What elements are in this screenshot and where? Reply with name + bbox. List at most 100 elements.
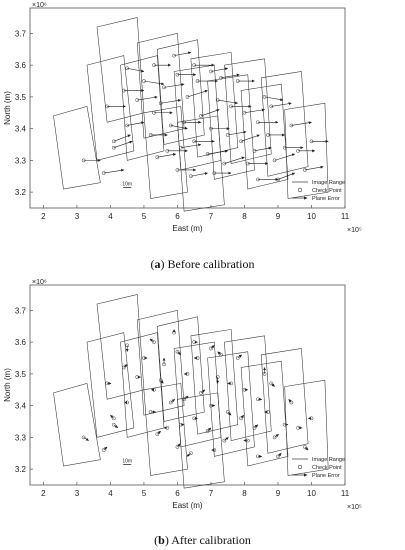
plane-error-vector: [163, 83, 185, 88]
image-range: [136, 33, 185, 139]
plane-error-vector: [160, 99, 182, 104]
plane-error-vector: [180, 143, 202, 148]
plane-error-vector: [183, 395, 189, 400]
image-range: [240, 83, 289, 190]
plane-error-vector: [174, 51, 192, 56]
x-tick-label: 2: [41, 212, 46, 221]
plane-error-vector: [207, 427, 212, 432]
x-tick-label: 4: [108, 212, 113, 221]
legend-label: Check Point: [312, 465, 342, 471]
check-point: [225, 410, 230, 414]
plane-error-vector: [224, 156, 245, 164]
check-point: [205, 429, 210, 433]
plane-error-vector: [113, 134, 131, 142]
image-range: [190, 329, 239, 435]
plane-error-vector: [264, 96, 284, 102]
image-range: [86, 332, 135, 438]
image-range: [136, 310, 185, 416]
check-point: [199, 114, 203, 118]
check-point: [222, 161, 227, 166]
legend-label: Plane Error: [312, 473, 340, 479]
plane-error-vector: [160, 380, 164, 384]
x-tick-label: 10: [307, 489, 316, 498]
caption-after-calibration: (b) After calibration: [154, 533, 251, 547]
check-point: [302, 445, 307, 449]
image-range: [53, 383, 101, 467]
plane-error-vector: [288, 399, 292, 403]
x-tick-label: 5: [142, 212, 147, 221]
caption-letter: a: [154, 257, 161, 271]
y-tick-label: 3.3: [15, 433, 27, 442]
check-point: [185, 95, 190, 99]
legend-label: Image Range: [312, 180, 345, 186]
plane-error-vector: [103, 446, 108, 451]
y-tick-label: 3.6: [15, 61, 27, 70]
image-range: [143, 383, 188, 476]
check-point: [111, 139, 116, 144]
image-range: [177, 392, 225, 489]
image-range: [86, 55, 135, 161]
check-point: [182, 397, 186, 402]
plane-error-vector: [177, 443, 181, 448]
image-range: [157, 316, 205, 422]
y-tick-label: 3.7: [15, 306, 27, 315]
plane-error-vector: [274, 153, 296, 161]
check-point: [276, 177, 280, 182]
y-tick-label: 3.4: [15, 125, 27, 134]
caption-letter: b: [158, 533, 165, 547]
plane-error-vector: [127, 68, 145, 73]
image-range: [177, 115, 225, 212]
caption-before-calibration: (a) Before calibration: [150, 257, 255, 271]
x-tick-label: 9: [276, 212, 281, 221]
image-range: [240, 360, 289, 467]
check-point: [168, 400, 173, 405]
x-tick-label: 4: [108, 489, 113, 498]
check-point: [175, 349, 180, 354]
check-point: [239, 139, 243, 144]
caption-text: After calibration: [168, 533, 251, 547]
plane-error-vector: [271, 383, 275, 387]
plane-error-vector: [157, 153, 177, 158]
x-tick-label: 8: [242, 489, 247, 498]
plane-error-vector: [200, 389, 206, 394]
plane-error-vector: [83, 437, 89, 441]
check-point: [222, 438, 227, 443]
caption-text: Before calibration: [164, 257, 255, 271]
image-range: [53, 106, 101, 190]
x-tick-label: 9: [276, 489, 281, 498]
image-range: [190, 52, 239, 158]
check-point: [269, 381, 274, 386]
x-tick-label: 7: [209, 212, 214, 221]
check-point: [272, 158, 277, 163]
plane-error-vector: [190, 172, 208, 177]
y-tick-label: 3.7: [15, 29, 27, 38]
panel-before-calibration: 2 3 4 5 6 7 8 9 10 11 3.2 3.3 3.4 3.5 3.6 3.7 East (m) No…: [3, 2, 362, 271]
image-range: [224, 58, 272, 164]
x-axis-label: East (m): [172, 224, 203, 233]
check-point: [252, 426, 257, 430]
plane-error-vector: [170, 399, 176, 403]
plane-error-vector: [186, 453, 192, 457]
check-point: [81, 435, 86, 440]
plane-error-vector: [220, 73, 240, 79]
image-range: [284, 379, 329, 476]
x-tick-label: 2: [41, 489, 46, 498]
plane-error-vector: [113, 140, 133, 148]
image-range: [260, 71, 309, 177]
x-tick-label: 11: [341, 212, 350, 221]
plane-error-vector: [224, 437, 229, 441]
y-tick-label: 3.2: [15, 188, 27, 197]
plane-error-vector: [304, 446, 309, 451]
x-tick-label: 3: [75, 212, 80, 221]
image-range: [284, 102, 329, 199]
plane-error-vector: [123, 364, 128, 368]
panel-after-calibration: 2 3 4 5 6 7 8 9 10 11 3.2 3.3 3.4 3.5 3.6 3.7 East (m) No…: [0, 277, 405, 550]
plane-error-vector: [200, 109, 220, 117]
legend-label: Check Point: [312, 188, 342, 194]
y-tick-label: 3.2: [15, 465, 27, 474]
check-point: [235, 356, 240, 360]
plane-error-vector: [271, 102, 292, 107]
plane-error-vector: [210, 67, 229, 72]
y-tick-label: 3.5: [15, 93, 27, 102]
plane-error-vector: [254, 424, 259, 429]
